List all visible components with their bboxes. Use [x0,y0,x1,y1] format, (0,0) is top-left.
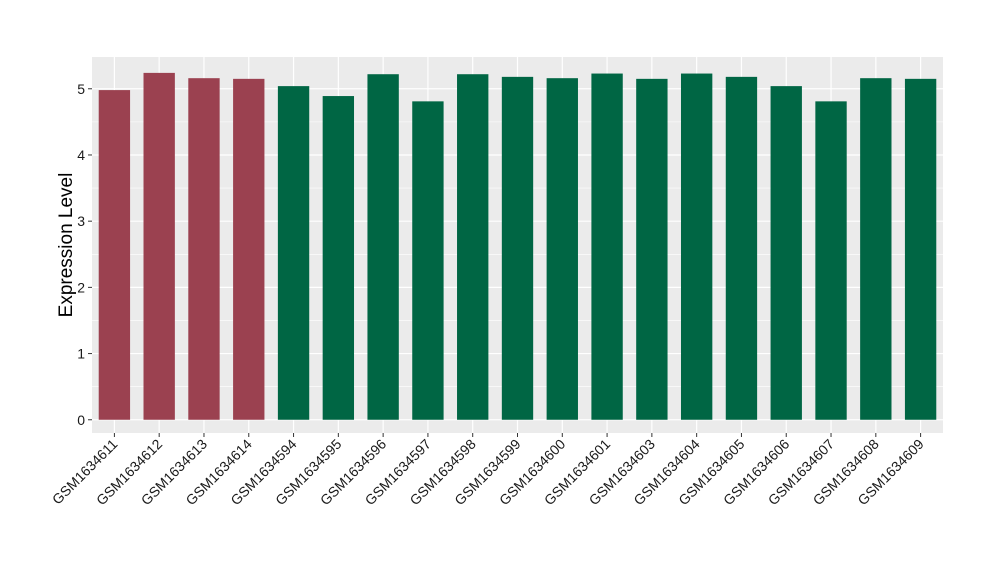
bar-GSM1634598 [457,74,489,420]
bar-GSM1634600 [546,78,578,420]
bar-GSM1634612 [143,72,175,420]
bars [98,72,937,420]
y-tick-label: 1 [77,346,85,362]
bar-GSM1634603 [636,78,668,420]
bar-GSM1634608 [860,78,892,420]
bar-GSM1634595 [322,96,355,420]
bar-GSM1634594 [277,86,310,420]
bar-GSM1634604 [680,73,713,420]
bar-GSM1634597 [412,101,444,420]
bar-GSM1634601 [591,73,623,420]
bar-GSM1634605 [725,76,758,420]
bar-GSM1634614 [233,78,265,420]
bar-GSM1634606 [770,86,802,420]
y-tick-label: 3 [77,213,85,229]
bar-GSM1634607 [815,101,847,420]
y-axis-title: Expression Level [56,173,77,318]
bar-GSM1634596 [367,74,399,420]
bar-GSM1634613 [188,78,220,420]
bar-GSM1634609 [904,78,937,420]
y-tick-label: 5 [77,81,85,97]
y-tick-label: 0 [77,412,85,428]
bar-GSM1634611 [98,90,131,420]
y-tick-label: 2 [77,279,85,295]
y-tick-label: 4 [77,147,85,163]
bar-GSM1634599 [501,76,534,420]
